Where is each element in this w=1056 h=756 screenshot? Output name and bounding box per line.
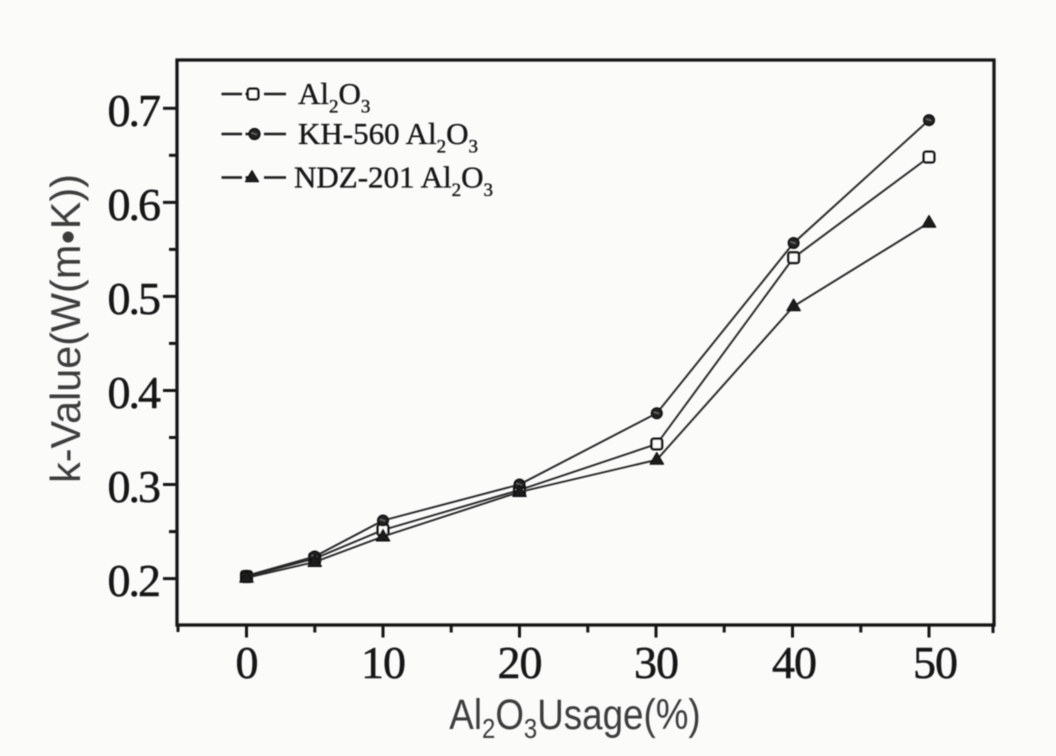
svg-text:30: 30 [634,637,678,688]
svg-text:Al2O3Usage(%): Al2O3Usage(%) [449,691,700,744]
svg-text:0.5: 0.5 [108,273,161,324]
svg-text:0.3: 0.3 [108,461,161,512]
svg-text:40: 40 [772,637,816,688]
svg-text:0.7: 0.7 [108,85,161,136]
svg-text:0.6: 0.6 [108,179,161,230]
svg-text:50: 50 [913,637,957,688]
svg-text:10: 10 [361,637,405,688]
svg-text:20: 20 [498,637,542,688]
svg-text:0: 0 [236,637,258,688]
svg-text:0.4: 0.4 [108,367,162,418]
svg-text:NDZ-201 Al2O3: NDZ-201 Al2O3 [294,160,493,202]
svg-text:0.2: 0.2 [108,555,160,606]
svg-text:k-Value(W(m●K)): k-Value(W(m●K)) [42,174,89,483]
svg-text:KH-560 Al2O3: KH-560 Al2O3 [298,116,478,158]
